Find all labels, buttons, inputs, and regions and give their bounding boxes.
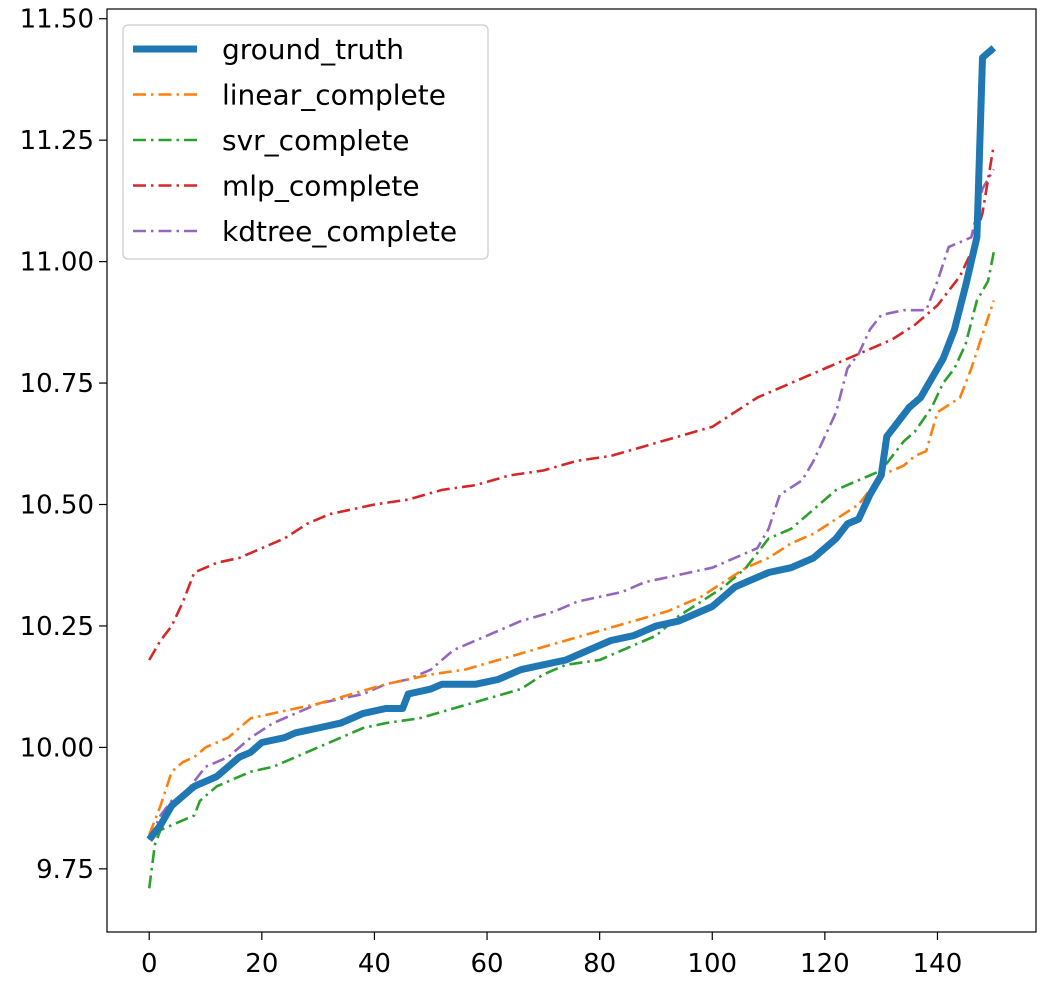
y-tick-label: 10.25 [20, 612, 94, 642]
y-tick-label: 10.00 [20, 733, 94, 763]
x-tick-label: 20 [245, 949, 278, 979]
y-tick-label: 11.50 [20, 5, 94, 35]
x-tick-label: 80 [583, 949, 616, 979]
axes: 0 20 40 60 80 100 120 140 9.75 10.00 10.25 10.50 10.… [20, 5, 1037, 979]
series-line-linear-complete [147, 300, 996, 836]
legend-label-linear-complete: linear_complete [222, 79, 446, 112]
legend: ground_truth linear_complete svr_completem… [122, 24, 489, 260]
legend-label-svr-complete: svr_complete [222, 124, 409, 157]
series-line-svr-complete [147, 251, 996, 889]
x-tick-label: 0 [141, 949, 158, 979]
series-lines [146, 45, 997, 889]
series-line-mlp-complete [148, 144, 996, 661]
legend-label-kdtree-complete: kdtree_complete [222, 215, 457, 248]
y-tick-label: 10.50 [20, 491, 94, 521]
y-tick-label: 11.25 [20, 126, 94, 156]
series-line-ground-truth [146, 45, 997, 842]
legend-box [122, 24, 489, 260]
y-tick-label: 9.75 [36, 855, 94, 885]
y-tick-label: 11.00 [20, 248, 94, 278]
x-tick-label: 140 [913, 949, 963, 979]
x-tick-label: 120 [800, 949, 850, 979]
x-tick-label: 100 [687, 949, 737, 979]
series-line-kdtree-complete [148, 168, 995, 841]
legend-label-mlp-complete: mlp_complete [222, 170, 420, 203]
y-tick-label: 10.75 [20, 369, 94, 399]
legend-label-ground-truth: ground_truth [222, 33, 404, 66]
plot-frame [106, 8, 1037, 933]
x-tick-label: 60 [470, 949, 503, 979]
x-tick-label: 40 [358, 949, 391, 979]
